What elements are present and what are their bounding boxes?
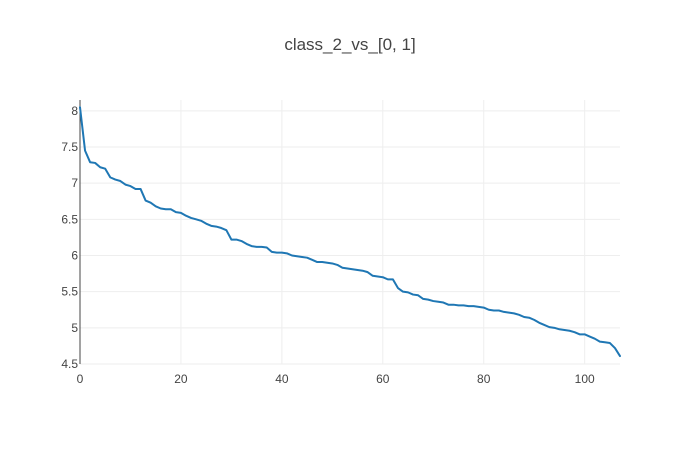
- y-tick-label: 6.5: [61, 212, 78, 226]
- x-tick-label: 80: [477, 372, 491, 386]
- chart-title: class_2_vs_[0, 1]: [284, 35, 415, 54]
- y-tick-label: 7.5: [61, 140, 78, 154]
- x-tick-label: 60: [376, 372, 390, 386]
- y-tick-label: 7: [71, 176, 78, 190]
- y-tick-label: 6: [71, 249, 78, 263]
- series-layer: [79, 106, 621, 358]
- x-tick-label: 20: [174, 372, 188, 386]
- y-tick-label: 5.5: [61, 285, 78, 299]
- y-tick-label: 4.5: [61, 357, 78, 371]
- x-tick-label: 40: [275, 372, 289, 386]
- series-line: [79, 106, 621, 358]
- tick-labels: 0 20 40 60 80 100 4.5 5 5.5 6 6.5 7 7.5 8: [61, 104, 595, 386]
- y-tick-label: 8: [71, 104, 78, 118]
- y-tick-label: 5: [71, 321, 78, 335]
- grid-layer: [80, 100, 620, 365]
- x-tick-label: 0: [77, 372, 84, 386]
- x-tick-label: 100: [575, 372, 595, 386]
